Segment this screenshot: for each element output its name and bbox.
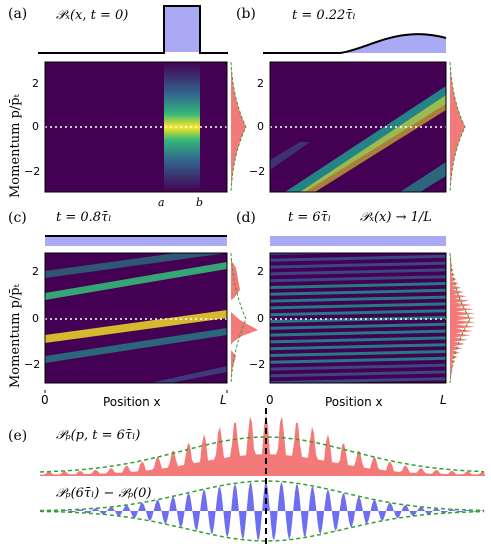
panel-a-frame (44, 61, 228, 193)
panel-b-heatmap (270, 62, 446, 192)
panel-a-top-profile (38, 5, 228, 54)
ytick-a-2: 2 (32, 77, 39, 90)
ylabel-bottom: Momentum p/p̄ₜ (8, 284, 23, 388)
stripe (270, 282, 446, 289)
panel-a-side-distribution (230, 61, 247, 193)
stripe (270, 350, 446, 357)
panel-d-equation: t = 6τ̄ₗ (288, 210, 331, 225)
ylabel-top: Momentum p/p̄ₜ (8, 94, 23, 198)
stripe (270, 254, 446, 262)
xtick-c-0: 0 (41, 393, 49, 407)
panel-a-equation: 𝒫ₓ(x, t = 0) (56, 8, 129, 23)
panel-e-letter: (e) (8, 428, 28, 444)
stripe (270, 384, 446, 391)
panel-e-top-distribution (39, 414, 485, 476)
xlabel-d: Position x (325, 395, 383, 409)
stripe (270, 295, 446, 303)
side-distribution-d (450, 253, 476, 383)
stripe (270, 316, 446, 323)
panel-e-equation-bottom: 𝒫ₚ(6τ̄ₗ) − 𝒫ₚ(0) (56, 486, 152, 501)
difference-envelope-lower (39, 510, 485, 542)
panel-d-equation-2: 𝒫ₓ(x) → 1/L (360, 210, 432, 225)
panel-c-frame (44, 252, 228, 384)
panel-b-letter: (b) (236, 6, 256, 22)
difference-envelope-upper (39, 480, 485, 512)
stripe (270, 356, 446, 364)
panel-c-side-distribution (230, 252, 258, 384)
panel-d-letter: (d) (236, 210, 256, 226)
stripe (270, 322, 446, 330)
stripe (270, 302, 446, 310)
panel-b-equation: t = 0.22τ̄ₗ (292, 8, 356, 23)
ytick-b-0: 0 (257, 120, 264, 133)
stripe (270, 343, 446, 351)
panel-c-top-profile (45, 235, 227, 246)
ytick-a-0: 0 (32, 120, 39, 133)
ytick-d-2: 2 (257, 265, 264, 278)
stripe (270, 275, 446, 283)
xtick-c-L: L (220, 393, 227, 407)
panel-a-letter: (a) (8, 6, 28, 22)
panel-d-frame (269, 252, 447, 384)
panel-b-side-distribution (449, 61, 466, 193)
stripe (270, 336, 446, 344)
panel-e-bottom-difference (39, 480, 485, 542)
stripe (270, 268, 446, 276)
ytick-c-0: 0 (32, 312, 39, 325)
xtick-d-0: 0 (266, 393, 274, 407)
panel-a-heatmap (45, 62, 227, 192)
difference-distribution (40, 481, 485, 541)
ytick-d-0: 0 (257, 312, 264, 325)
ytick-c-m2: −2 (24, 358, 41, 371)
momentum-distribution (40, 414, 485, 476)
panel-b-top-profile (263, 33, 447, 54)
stripe (270, 363, 446, 371)
ytick-d-m2: −2 (249, 358, 266, 371)
panel-c-letter: (c) (8, 210, 27, 226)
tick-b: b (196, 196, 204, 209)
panel-c-heatmap (45, 253, 227, 383)
side-envelope-d (449, 252, 471, 384)
ytick-b-m2: −2 (249, 165, 266, 178)
ytick-c-2: 2 (32, 265, 39, 278)
xlabel-c: Position x (103, 395, 161, 409)
panel-e-equation-top: 𝒫ₚ(p, t = 6τ̄ₗ) (56, 428, 141, 443)
tick-a: a (158, 196, 165, 209)
stripe (270, 288, 446, 296)
panel-d-heatmap (270, 253, 446, 391)
stripe (270, 261, 446, 269)
stripe (270, 329, 446, 337)
stripe (270, 377, 446, 383)
ytick-a-m2: −2 (24, 165, 41, 178)
ytick-b-2: 2 (257, 77, 264, 90)
initial-envelope (39, 436, 485, 473)
panel-b-frame (269, 61, 447, 193)
panel-d-side-distribution (449, 252, 476, 384)
panel-d-top-profile (270, 236, 446, 246)
stripe (270, 370, 446, 378)
panel-c-equation: t = 0.8τ̄ₗ (56, 210, 112, 225)
xtick-d-L: L (440, 393, 447, 407)
stripe (270, 309, 446, 317)
